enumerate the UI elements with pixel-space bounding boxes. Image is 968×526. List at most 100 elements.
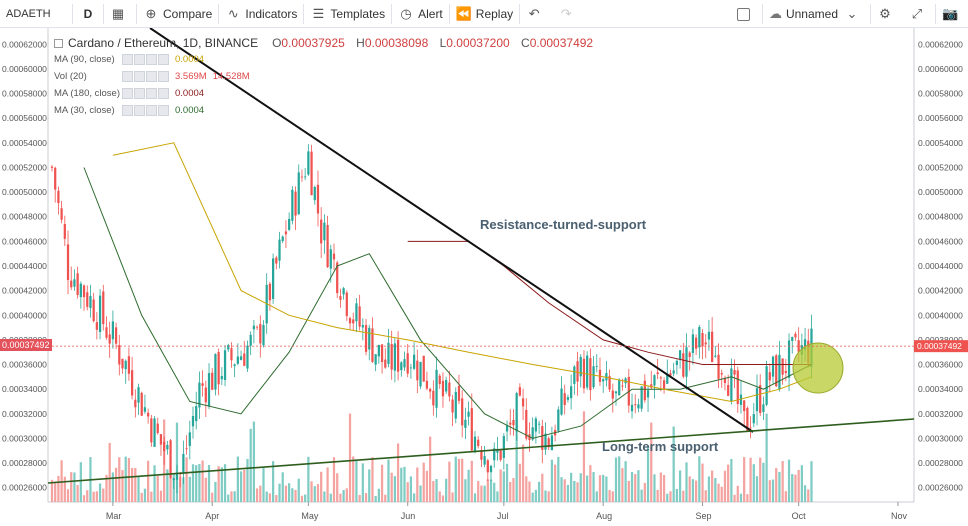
volume-bar — [416, 467, 419, 502]
candle-body — [114, 327, 118, 344]
settings-button[interactable]: ⚙ — [871, 0, 903, 28]
candle-body — [662, 380, 666, 389]
y-tick-label: 0.00050000 — [2, 187, 47, 197]
compare-button[interactable]: ⊕ Compare — [137, 0, 218, 28]
indicator-controls[interactable] — [122, 70, 169, 82]
divider — [218, 3, 220, 24]
indicators-button[interactable]: ∿ Indicators — [219, 0, 303, 28]
layout-checkbox[interactable] — [736, 7, 750, 21]
candle-body — [489, 465, 493, 473]
volume-bar — [316, 484, 320, 502]
more-icon[interactable] — [158, 87, 169, 99]
volume-bar — [477, 481, 480, 502]
eye-icon[interactable] — [122, 87, 133, 99]
close-icon[interactable] — [146, 87, 157, 99]
indicator-controls[interactable] — [122, 53, 169, 65]
close-icon[interactable] — [146, 53, 157, 65]
volume-bar — [371, 457, 374, 502]
symbol-search[interactable]: ADAETH — [0, 0, 72, 28]
volume-bar — [342, 490, 345, 502]
indicator-name: Vol (20) — [54, 70, 87, 82]
volume-bar — [752, 464, 755, 502]
candle-body — [464, 419, 467, 428]
layout-menu-button[interactable]: ☁ Unnamed ⌄ — [763, 0, 870, 28]
volume-bar — [223, 464, 227, 502]
candle-body — [320, 219, 323, 244]
candle-body — [416, 360, 419, 381]
volume-bar — [191, 464, 195, 502]
volume-bar — [765, 413, 768, 502]
candle-body — [714, 355, 717, 357]
eye-icon[interactable] — [122, 104, 133, 116]
candle-body — [204, 387, 207, 403]
candle-body — [733, 370, 736, 375]
volume-bar — [304, 494, 307, 502]
gear-icon[interactable] — [134, 87, 145, 99]
y-tick-label: 0.00026000 — [2, 483, 47, 493]
y-tick-label: 0.00044000 — [918, 261, 963, 271]
indicator-row[interactable]: MA (180, close) 0.0004 — [54, 85, 601, 101]
candle-body — [329, 249, 332, 269]
volume-bar — [438, 491, 441, 502]
volume-bar — [54, 481, 57, 502]
gear-icon[interactable] — [134, 104, 145, 116]
candle-body — [252, 325, 256, 330]
volume-bar — [515, 418, 518, 502]
more-icon[interactable] — [158, 53, 169, 65]
volume-bar — [425, 470, 429, 502]
close-icon[interactable] — [146, 70, 157, 82]
candle-body — [762, 404, 765, 412]
volume-bar — [195, 465, 198, 502]
more-icon[interactable] — [158, 104, 169, 116]
volume-bar — [288, 483, 291, 502]
gear-icon[interactable] — [134, 53, 145, 65]
volume-bar — [634, 474, 637, 502]
replay-button[interactable]: ⏪ Replay — [450, 0, 519, 28]
candle-body — [291, 189, 294, 221]
volume-bar — [352, 456, 355, 502]
volume-bar — [602, 474, 605, 502]
last-price-right-label: 0.00037492 — [917, 341, 962, 351]
redo-button[interactable]: ↷ — [552, 0, 584, 28]
candle-style-button[interactable]: ▦ — [104, 0, 136, 28]
candle-body — [233, 364, 236, 367]
fullscreen-button[interactable]: ⤢ — [903, 0, 935, 28]
alert-label: Alert — [418, 6, 443, 21]
volume-bar — [646, 446, 650, 502]
volume-bar — [669, 491, 672, 502]
volume-bar — [541, 473, 544, 502]
indicator-row[interactable]: MA (90, close) 0.0004 — [54, 51, 601, 67]
candle-body — [393, 343, 397, 371]
indicator-controls[interactable] — [122, 104, 169, 116]
indicator-row[interactable]: MA (30, close) 0.0004 — [54, 102, 601, 118]
eye-icon[interactable] — [122, 70, 133, 82]
templates-button[interactable]: ☰ Templates — [304, 0, 391, 28]
close-icon[interactable] — [146, 104, 157, 116]
compare-label: Compare — [163, 6, 213, 21]
more-icon[interactable] — [158, 70, 169, 82]
collapse-icon[interactable] — [54, 38, 63, 48]
undo-button[interactable]: ↶ — [520, 0, 552, 28]
candle-body — [505, 425, 509, 432]
volume-bar — [422, 462, 425, 502]
eye-icon[interactable] — [122, 53, 133, 65]
indicator-list: MA (90, close) 0.0004 Vol (20) 3.569M 14.528… — [54, 51, 601, 118]
snapshot-button[interactable]: 📷 — [936, 0, 968, 28]
candle-body — [419, 361, 422, 387]
alert-button[interactable]: ◷ Alert — [392, 0, 449, 28]
candle-body — [243, 353, 246, 366]
close-label: C — [521, 36, 530, 50]
volume-bar — [332, 457, 336, 502]
volume-bar — [621, 468, 624, 502]
indicator-controls[interactable] — [122, 87, 169, 99]
volume-bar — [509, 481, 512, 502]
candle-body — [102, 291, 105, 325]
volume-bar — [384, 494, 387, 502]
candle-body — [688, 352, 691, 357]
indicator-row[interactable]: Vol (20) 3.569M 14.528M — [54, 68, 601, 84]
candle-body — [566, 397, 570, 400]
gear-icon[interactable] — [134, 70, 145, 82]
interval-button[interactable]: D — [73, 0, 103, 28]
volume-bar — [537, 481, 541, 502]
divider — [519, 3, 521, 24]
